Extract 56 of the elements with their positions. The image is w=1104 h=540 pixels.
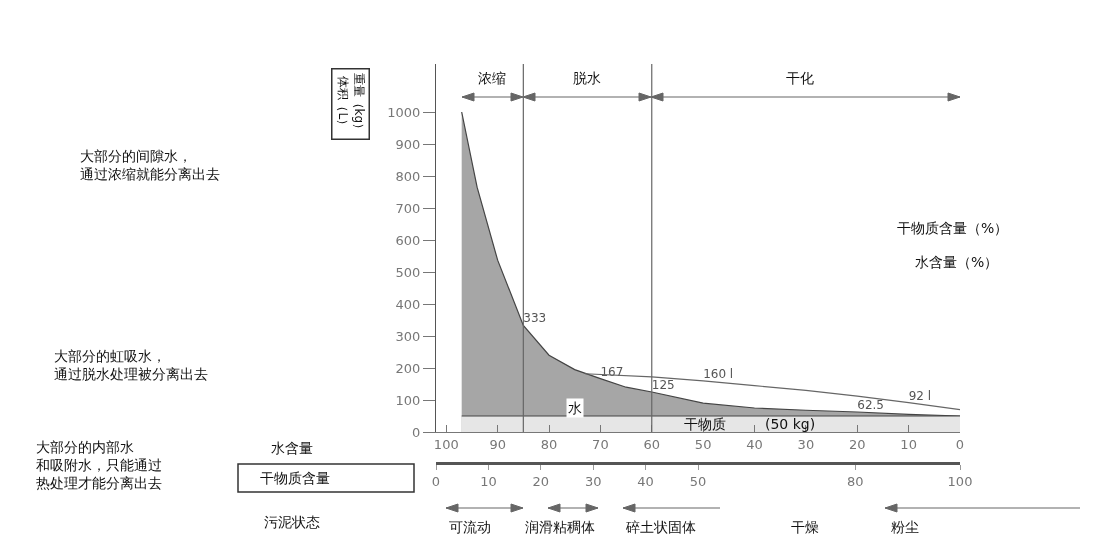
annotation: 干物质 — [684, 416, 726, 432]
text: 污泥状态 — [264, 514, 320, 530]
x2-tick-label: 100 — [947, 473, 973, 489]
x-tick-label: 60 — [643, 436, 661, 452]
x-tick-label: 20 — [848, 436, 866, 452]
x-tick-label: 50 — [694, 436, 712, 452]
x2-tick-label: 80 — [846, 473, 864, 489]
text: 大部分的虹吸水，通过脱水处理被分离出去 — [54, 348, 208, 383]
text: 干物质含量 — [260, 470, 330, 486]
text: 大部分的内部水和吸附水，只能通过热处理才能分离出去 — [36, 439, 162, 492]
x2-tick-label: 0 — [431, 473, 441, 489]
data-label: 167 — [600, 364, 624, 379]
y-tick-label: 400 — [395, 296, 421, 312]
text: 粉尘 — [891, 519, 919, 535]
x-tick-label: 30 — [797, 436, 815, 452]
x-tick-label: 70 — [592, 436, 609, 452]
text: 大部分的间隙水，通过浓缩就能分离出去 — [80, 148, 220, 183]
text: 润滑粘稠体 — [525, 519, 595, 535]
data-label: 125 — [651, 378, 675, 392]
x2-tick-label: 40 — [637, 473, 654, 489]
text: 可流动 — [449, 519, 491, 535]
x-tick-label: 10 — [900, 436, 917, 452]
y-tick-label: 800 — [395, 168, 421, 184]
y-tick-label: 900 — [395, 136, 421, 152]
annotation: 浓缩 — [478, 70, 506, 86]
y-tick-label: 300 — [395, 328, 421, 344]
data-label: 160 l — [703, 366, 734, 381]
x2-tick-label: 30 — [584, 473, 602, 489]
annotation: 脱水 — [573, 70, 601, 86]
y-tick-label: 1000 — [387, 104, 421, 120]
text: 干燥 — [791, 519, 819, 535]
x-tick-label: 90 — [489, 436, 506, 452]
text: 水含量 — [271, 440, 313, 456]
annotation: 水 — [568, 400, 582, 416]
y-tick-label: 700 — [395, 200, 421, 216]
y-tick-label: 100 — [395, 392, 421, 408]
x-axis-title: 水含量（%） — [915, 254, 999, 270]
x2-axis-title: 干物质含量（%） — [897, 220, 1009, 236]
x-tick-label: 100 — [433, 436, 459, 452]
y-axis-title: 重量（kg）体积（L） — [335, 72, 366, 136]
y-tick-label: 500 — [395, 264, 421, 280]
text: 碎土状固体 — [625, 519, 696, 535]
x2-tick-label: 10 — [480, 473, 497, 489]
x2-tick-label: 50 — [689, 473, 707, 489]
annotation: (50 kg) — [765, 416, 816, 432]
y-tick-label: 200 — [395, 360, 421, 376]
data-label: 333 — [523, 311, 547, 326]
annotation: 干化 — [786, 70, 814, 86]
y-tick-label: 0 — [412, 424, 421, 440]
x-tick-label: 40 — [746, 436, 763, 452]
x2-tick-label: 20 — [532, 473, 550, 489]
x-tick-label: 0 — [955, 436, 965, 452]
data-label: 62.5 — [857, 398, 884, 412]
x-tick-label: 80 — [540, 436, 558, 452]
y-tick-label: 600 — [395, 232, 421, 248]
data-label: 92 l — [908, 388, 932, 403]
